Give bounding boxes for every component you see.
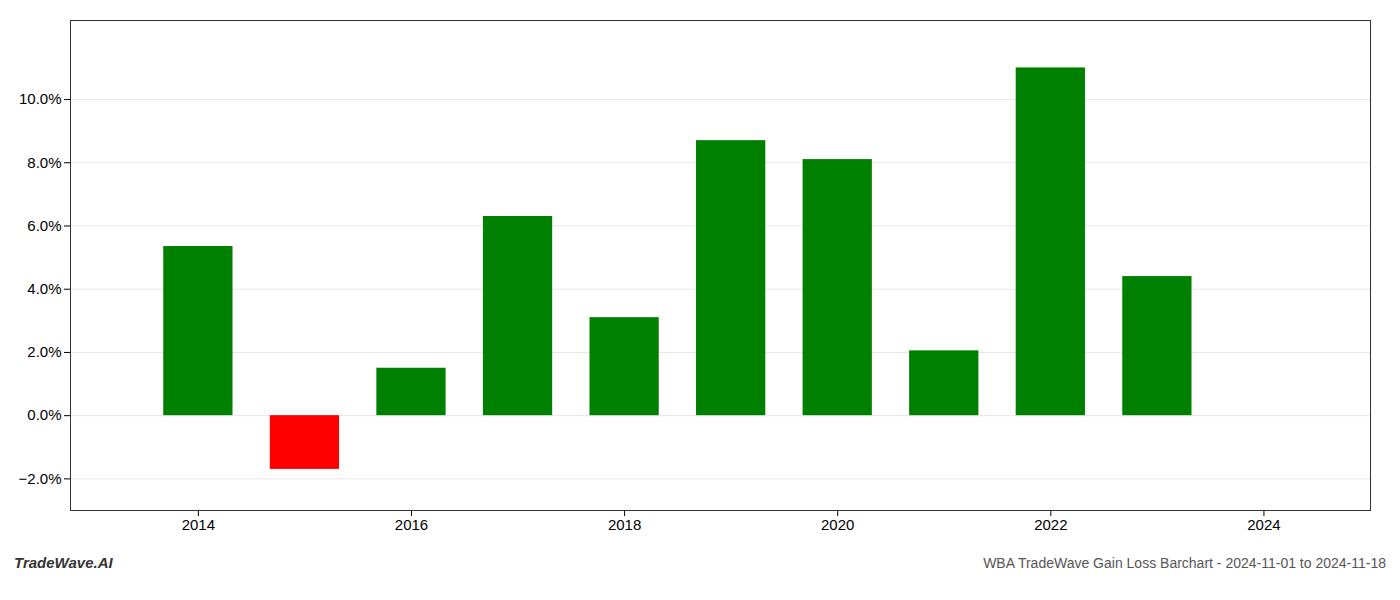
svg-text:0.0%: 0.0% (27, 406, 61, 423)
html-text:TradeWave.AI: TradeWave.AI (14, 554, 113, 571)
svg-text:2018: 2018 (608, 516, 641, 533)
svg-text:2016: 2016 (395, 516, 428, 533)
svg-text:2020: 2020 (821, 516, 854, 533)
svg-text:2014: 2014 (182, 516, 215, 533)
svg-text:−2.0%: −2.0% (19, 470, 62, 487)
svg-text:4.0%: 4.0% (27, 280, 61, 297)
svg-text:8.0%: 8.0% (27, 154, 61, 171)
html-text:WBA TradeWave Gain Loss Barcha: WBA TradeWave Gain Loss Barchart - 2024-… (983, 555, 1386, 571)
svg-text:2.0%: 2.0% (27, 343, 61, 360)
svg-text:6.0%: 6.0% (27, 217, 61, 234)
svg-text:2024: 2024 (1247, 516, 1280, 533)
svg-text:2022: 2022 (1034, 516, 1067, 533)
svg-text:10.0%: 10.0% (19, 90, 62, 107)
